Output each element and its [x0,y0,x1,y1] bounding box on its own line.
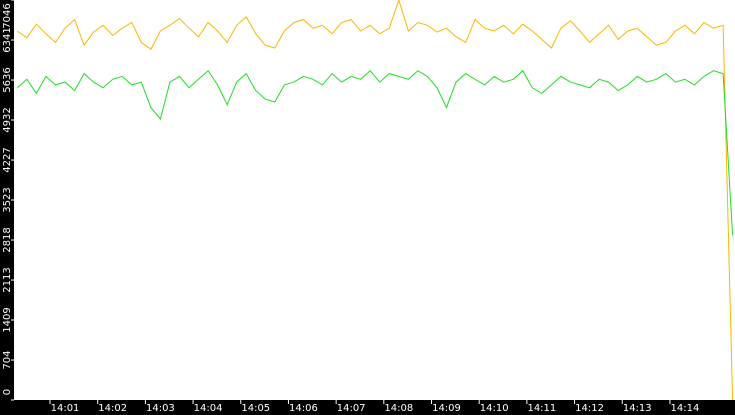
series-line [17,0,734,401]
x-tick-label: 14:06 [289,403,318,414]
x-tick-label: 14:04 [194,403,223,414]
y-tick-label: 704 [2,350,13,369]
x-tick-label: 14:08 [384,403,413,414]
y-axis-strip [0,0,14,415]
x-tick-label: 14:07 [337,403,366,414]
y-tick-label: 7046 [2,3,13,28]
y-tick-label: 3523 [2,187,13,212]
y-tick-label: 5636 [2,67,13,92]
y-tick-label: 6341 [2,27,13,52]
y-tick-label: 4227 [2,147,13,172]
x-axis-strip [0,400,735,415]
y-tick-label: 2113 [2,267,13,292]
series-line [16,69,734,236]
x-tick-label: 14:14 [671,403,700,414]
x-tick-label: 14:02 [98,403,127,414]
y-tick-label: 0 [2,389,13,395]
x-tick-label: 14:13 [623,403,652,414]
x-tick-label: 14:10 [480,403,509,414]
x-tick-label: 14:01 [51,403,80,414]
y-tick-label: 4932 [2,107,13,132]
x-tick-label: 14:05 [241,403,270,414]
y-tick-label: 1409 [2,307,13,332]
x-tick-label: 14:12 [575,403,604,414]
x-tick-label: 14:03 [146,403,175,414]
x-tick-label: 14:09 [432,403,461,414]
x-tick-label: 14:11 [527,403,556,414]
y-tick-label: 2818 [2,227,13,252]
